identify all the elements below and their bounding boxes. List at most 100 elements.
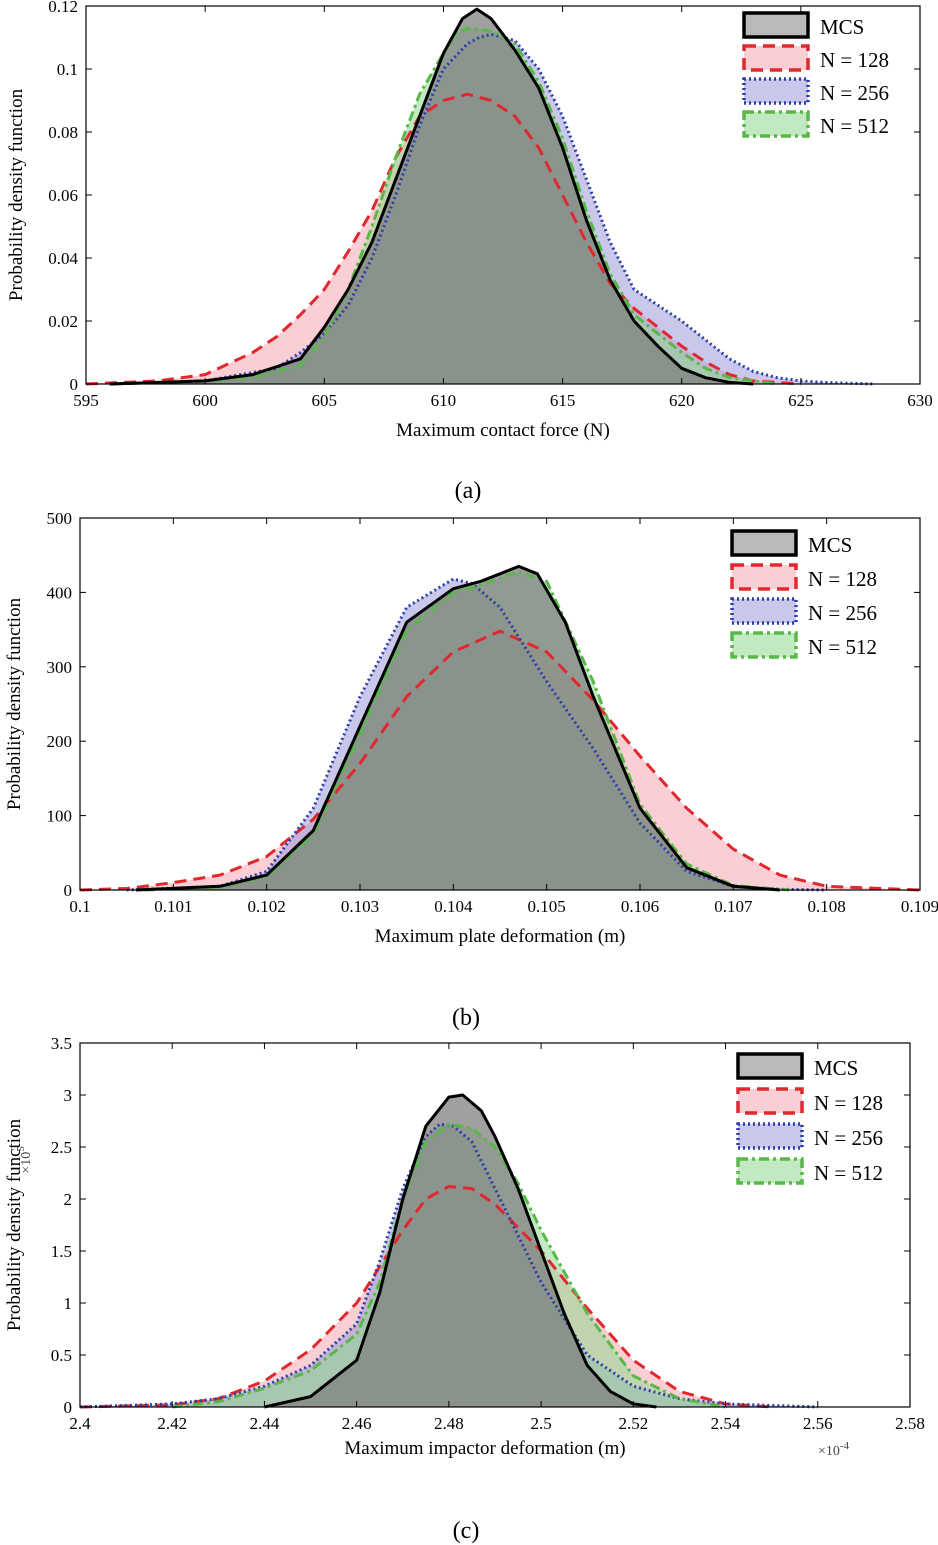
legend-label-n256: N = 256 [820, 81, 889, 105]
legend-swatch-n512 [730, 631, 798, 659]
area-mcs [136, 566, 780, 890]
line-n128 [85, 92, 801, 386]
x-tick-label: 615 [550, 391, 576, 410]
x-tick-label: 2.56 [803, 1414, 833, 1433]
y-axis-label: Probability density function [6, 88, 27, 301]
legend-label-n128: N = 128 [820, 48, 889, 72]
legend-label-n128: N = 128 [814, 1091, 883, 1115]
y-tick-label: 300 [47, 658, 73, 677]
legend-label-n256: N = 256 [814, 1126, 883, 1150]
line-n512 [145, 570, 790, 892]
line-n256 [79, 1122, 818, 1409]
y-tick-label: 0.08 [48, 123, 78, 142]
legend-swatch-mcs [736, 1052, 804, 1080]
y-tick-label: 500 [47, 509, 73, 528]
x-tick-label: 630 [907, 391, 933, 410]
y-tick-label: 0 [70, 375, 79, 394]
legend-swatch-n128 [730, 563, 798, 591]
legend-swatch-n128 [736, 1087, 804, 1115]
x-tick-label: 0.104 [434, 897, 473, 916]
area-mcs [109, 9, 754, 384]
panel-caption: (a) [455, 478, 482, 504]
y-tick-label: 0.5 [51, 1346, 72, 1365]
x-tick-label: 0.108 [808, 897, 846, 916]
x-tick-label: 0.109 [901, 897, 938, 916]
y-tick-label: 2 [64, 1190, 73, 1209]
legend-swatch-n256 [742, 77, 810, 105]
x-tick-label: 2.5 [530, 1414, 551, 1433]
y-tick-label: 0.12 [48, 0, 78, 16]
y-tick-label: 0.02 [48, 312, 78, 331]
x-tick-label: 2.42 [157, 1414, 187, 1433]
chart-panel-a: 595 600 605 610 615 620 625 630 0 0.02 0.04 0.06 0.0… [0, 0, 938, 510]
line-mcs [109, 7, 754, 386]
y-axis-label: Probability density function [4, 597, 25, 810]
legend-swatch-n256 [736, 1122, 804, 1150]
legend-swatch-mcs [742, 11, 810, 39]
x-tick-label: 0.101 [154, 897, 192, 916]
x-tick-label: 0.1 [69, 897, 90, 916]
y-tick-label: 0.04 [48, 249, 78, 268]
x-tick-label: 0.103 [341, 897, 379, 916]
y-axis-label: Probability density function [4, 1118, 25, 1331]
legend-label-n512: N = 512 [808, 635, 877, 659]
axes-frame [79, 517, 921, 891]
line-n128 [79, 1185, 772, 1409]
x-tick-label: 0.102 [248, 897, 286, 916]
legend-label-mcs: MCS [814, 1056, 858, 1080]
y-tick-label: 0 [64, 1398, 73, 1417]
legend-label-n128: N = 128 [808, 567, 877, 591]
chart-b: 0.1 0.101 0.102 0.103 0.104 0.105 0.106 0.107 0.… [4, 509, 938, 1031]
y-tick-label: 100 [47, 807, 73, 826]
x-tick-label: 2.46 [342, 1414, 372, 1433]
x-tick-label: 595 [73, 391, 99, 410]
x-tick-label: 2.58 [895, 1414, 925, 1433]
x-tick-label: 620 [669, 391, 695, 410]
line-mcs [264, 1093, 657, 1409]
chart-panel-c: 2.4 2.42 2.44 2.46 2.48 2.5 2.52 2.54 2.56 2.58 0 0… [0, 1030, 938, 1545]
x-tick-label: 0.107 [714, 897, 753, 916]
panel-caption: (b) [452, 1005, 480, 1031]
x-tick-label: 605 [312, 391, 338, 410]
y-tick-label: 400 [47, 583, 73, 602]
x-tick-label: 625 [788, 391, 814, 410]
area-mcs [264, 1095, 657, 1407]
y-tick-label: 0 [64, 881, 73, 900]
y-tick-label: 0.1 [57, 60, 78, 79]
legend-swatch-mcs [730, 529, 798, 557]
axes-frame [79, 1042, 911, 1408]
x-axis-label: Maximum impactor deformation (m) [344, 1438, 625, 1459]
x-tick-label: 0.105 [528, 897, 566, 916]
x-tick-label: 600 [192, 391, 218, 410]
legend-label-mcs: MCS [808, 533, 852, 557]
x-tick-label: 2.4 [69, 1414, 91, 1433]
x-tick-label: 2.48 [434, 1414, 464, 1433]
y-tick-label: 3.5 [51, 1034, 72, 1053]
x-axis-label: Maximum plate deformation (m) [375, 926, 626, 947]
chart-panel-b: 0.1 0.101 0.102 0.103 0.104 0.105 0.106 0.107 0.… [0, 509, 938, 1045]
line-n512 [172, 1122, 726, 1409]
chart-a: 595 600 605 610 615 620 625 630 0 0.02 0.04 0.06 0.0… [6, 0, 933, 504]
legend-swatch-n512 [742, 110, 810, 138]
x-tick-label: 0.106 [621, 897, 659, 916]
legend-swatch-n128 [742, 44, 810, 72]
x-tick-label: 610 [431, 391, 457, 410]
y-multiplier: ×105 [15, 1146, 34, 1174]
x-tick-label: 2.52 [618, 1414, 648, 1433]
legend-swatch-n512 [736, 1157, 804, 1185]
x-tick-label: 2.54 [711, 1414, 741, 1433]
legend-label-mcs: MCS [820, 15, 864, 39]
y-tick-label: 200 [47, 732, 73, 751]
x-multiplier: ×10-4 [818, 1440, 850, 1459]
x-axis-label: Maximum contact force (N) [396, 420, 610, 441]
y-tick-label: 1.5 [51, 1242, 72, 1261]
y-tick-label: 2.5 [51, 1138, 72, 1157]
line-n256 [126, 577, 827, 892]
legend-label-n512: N = 512 [820, 114, 889, 138]
legend-label-n256: N = 256 [808, 601, 877, 625]
legend-label-n512: N = 512 [814, 1161, 883, 1185]
chart-c: 2.4 2.42 2.44 2.46 2.48 2.5 2.52 2.54 2.56 2.5800… [4, 1034, 925, 1544]
y-tick-label: 0.06 [48, 186, 78, 205]
x-tick-label: 2.44 [250, 1414, 280, 1433]
legend-swatch-n256 [730, 597, 798, 625]
